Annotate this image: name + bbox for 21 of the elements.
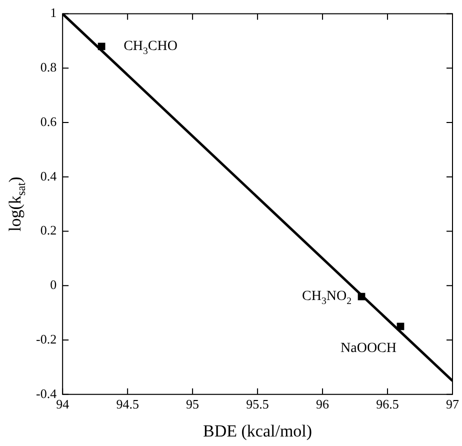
x-tick-label: 97 bbox=[446, 396, 460, 412]
x-tick-label: 94.5 bbox=[116, 396, 139, 412]
y-tick-label: 0.4 bbox=[40, 168, 58, 184]
x-tick-label: 95.5 bbox=[246, 396, 269, 412]
y-axis-title: log(ksat) bbox=[5, 176, 28, 232]
annotation: NaOOCH bbox=[340, 341, 397, 356]
y-tick-label: 0.2 bbox=[40, 222, 57, 238]
point bbox=[396, 322, 404, 330]
x-tick-label: 96 bbox=[316, 396, 330, 412]
x-tick-label: 94 bbox=[56, 396, 70, 412]
x-axis-title: BDE (kcal/mol) bbox=[203, 421, 312, 440]
x-tick-label: 95 bbox=[186, 396, 200, 412]
y-tick-label: 1 bbox=[50, 5, 57, 20]
y-tick-label: 0.6 bbox=[40, 114, 58, 129]
y-tick-label: 0 bbox=[50, 277, 57, 292]
point bbox=[358, 292, 366, 300]
y-tick-label: -0.2 bbox=[36, 331, 57, 346]
x-tick-label: 96.5 bbox=[376, 396, 399, 412]
y-tick-label: -0.4 bbox=[36, 386, 58, 401]
y-tick-label: 0.8 bbox=[40, 60, 57, 75]
point bbox=[98, 42, 106, 50]
